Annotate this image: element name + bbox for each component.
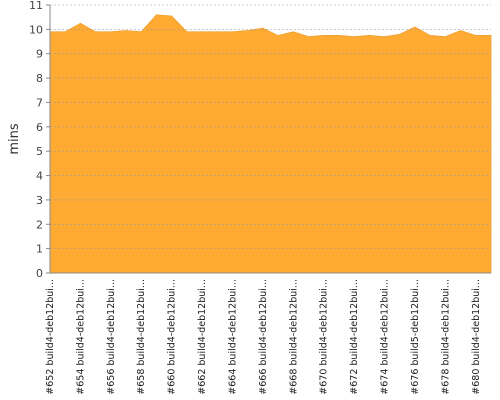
- x-tick-label: #674 build4-deb12bui...: [380, 279, 391, 395]
- x-tick-label: #654 build4-deb12bui...: [75, 279, 86, 395]
- x-tick-label: #678 build4-deb12bui...: [440, 279, 451, 395]
- x-tick-label: #658 build4-deb12bui...: [136, 279, 147, 395]
- x-tick-label: #660 build4-deb12bui...: [167, 279, 178, 395]
- x-tick-label: #672 build4-deb12bui...: [349, 279, 360, 395]
- y-tick-label: 5: [36, 145, 43, 158]
- x-tick-label: #666 build4-deb12bui...: [258, 279, 269, 395]
- y-tick-label: 0: [36, 267, 43, 280]
- x-tick-label: #656 build4-deb12bui...: [106, 279, 117, 395]
- y-tick-label: 4: [36, 170, 43, 183]
- y-tick-label: 9: [36, 48, 43, 61]
- x-tick-label: #652 build4-deb12bui...: [45, 279, 56, 395]
- y-tick-label: 11: [29, 0, 43, 12]
- y-tick-label: 8: [36, 72, 43, 85]
- y-tick-label: 3: [36, 194, 43, 207]
- x-tick-label: #668 build4-deb12bui...: [288, 279, 299, 395]
- y-tick-label: 6: [36, 121, 43, 134]
- x-tick-label: #664 build4-deb12bui...: [227, 279, 238, 395]
- y-axis-label: mins: [7, 123, 22, 155]
- x-tick-label: #680 build4-deb12bui...: [471, 279, 482, 395]
- y-tick-label: 7: [36, 96, 43, 109]
- x-tick-label: #670 build4-deb12bui...: [319, 279, 330, 395]
- y-tick-label: 2: [36, 218, 43, 231]
- y-tick-label: 10: [29, 23, 43, 36]
- x-tick-label: #676 build5-deb12bui...: [410, 279, 421, 395]
- x-tick-label: #662 build4-deb12bui...: [197, 279, 208, 395]
- y-tick-label: 1: [36, 243, 43, 256]
- area: [49, 14, 492, 274]
